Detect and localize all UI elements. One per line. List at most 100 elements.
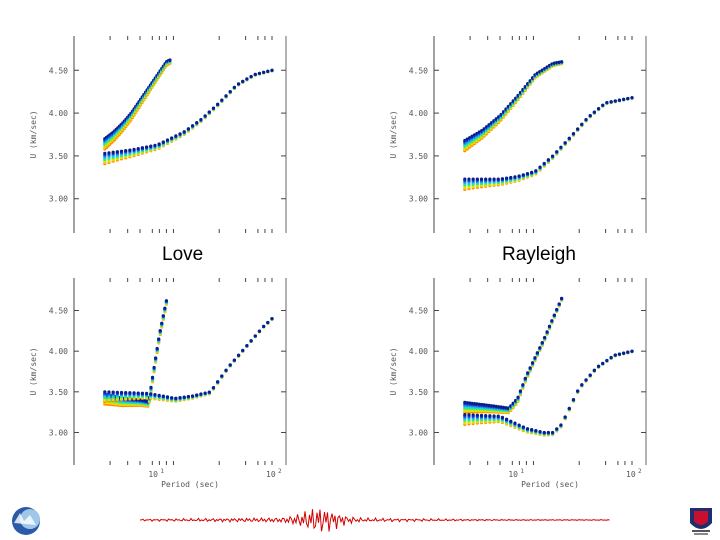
data-point <box>270 68 274 72</box>
y-tick-label: 3.50 <box>49 152 68 161</box>
data-point <box>484 125 489 129</box>
data-point <box>518 389 523 393</box>
data-point <box>467 177 471 181</box>
data-point <box>584 117 588 122</box>
plot-love-top: 4.50 4.00 3.50 3.00 U (km/sec) <box>30 36 287 233</box>
data-point <box>505 417 509 421</box>
data-point <box>155 346 159 351</box>
data-point <box>203 114 207 118</box>
data-point <box>482 127 486 131</box>
data-point <box>199 392 203 396</box>
data-point <box>546 158 550 162</box>
data-point <box>533 356 537 360</box>
plot-rayleigh-bottom: 4.504.003.503.00U (km/sec)Period (sec)10… <box>390 278 647 489</box>
data-point <box>528 366 532 370</box>
data-point <box>211 106 216 110</box>
data-point <box>500 415 505 419</box>
data-point <box>471 413 475 417</box>
data-point <box>228 89 232 94</box>
data-point <box>487 123 491 127</box>
data-point <box>530 428 534 432</box>
data-point <box>157 142 161 146</box>
data-point <box>480 129 484 133</box>
x-tick-label-mid: 10 <box>148 470 158 479</box>
data-point <box>468 401 472 405</box>
data-point <box>500 177 505 181</box>
data-point <box>484 413 488 418</box>
data-point <box>479 413 484 417</box>
data-point <box>249 74 253 79</box>
data-point <box>199 117 203 122</box>
y-tick-label: 3.00 <box>409 428 428 437</box>
data-point <box>132 391 136 395</box>
data-point <box>547 324 552 328</box>
data-point <box>475 413 479 417</box>
seismogram-line <box>140 509 610 532</box>
data-point <box>140 146 145 150</box>
data-point <box>149 385 153 389</box>
data-point <box>257 71 262 75</box>
data-point <box>557 302 561 306</box>
data-point <box>228 363 232 367</box>
data-point <box>622 97 626 101</box>
data-point <box>588 373 592 377</box>
data-point <box>161 314 165 318</box>
data-point <box>136 146 140 151</box>
data-point <box>492 177 496 181</box>
data-point <box>262 70 266 74</box>
data-point <box>530 76 535 80</box>
data-point <box>232 358 236 362</box>
data-point <box>477 402 481 406</box>
data-point <box>195 393 199 397</box>
data-point <box>559 145 563 149</box>
data-point <box>588 113 592 118</box>
data-point <box>245 77 249 81</box>
data-point <box>521 87 525 92</box>
data-point <box>266 320 270 325</box>
data-point <box>150 375 155 379</box>
data-point <box>174 396 178 400</box>
data-point <box>530 170 534 174</box>
data-point <box>545 65 549 69</box>
x-tick-label-end-exp: 2 <box>638 468 642 475</box>
data-point <box>497 405 501 409</box>
data-point <box>555 150 559 154</box>
data-point <box>521 425 525 429</box>
data-point <box>535 351 539 355</box>
data-point <box>580 383 584 387</box>
data-point <box>501 405 506 409</box>
x-axis-label: Period (sec) <box>521 480 579 489</box>
y-tick-label: 3.50 <box>49 388 68 397</box>
data-point <box>596 364 601 368</box>
data-point <box>497 115 501 119</box>
data-point <box>517 174 521 178</box>
data-point <box>488 177 492 181</box>
data-point <box>182 395 186 399</box>
data-point <box>154 356 158 360</box>
data-point <box>220 98 224 102</box>
data-point <box>111 390 115 394</box>
data-point <box>463 400 467 404</box>
y-tick-label: 4.00 <box>49 109 68 118</box>
y-axis-label: U (km/sec) <box>390 347 398 395</box>
data-point <box>207 110 211 114</box>
data-point <box>145 145 149 149</box>
data-point <box>216 102 220 106</box>
data-point <box>550 154 555 158</box>
data-point <box>186 127 190 131</box>
data-point <box>152 365 156 370</box>
y-tick-label: 3.00 <box>49 195 68 204</box>
data-point <box>145 391 149 395</box>
data-point <box>535 71 539 75</box>
data-point <box>489 404 494 408</box>
data-point <box>584 378 588 382</box>
data-point <box>534 169 538 173</box>
data-point <box>475 131 479 136</box>
data-point <box>526 371 530 375</box>
data-point <box>516 395 520 399</box>
data-point <box>165 395 170 399</box>
data-point <box>540 341 544 345</box>
data-point <box>626 96 630 101</box>
data-point <box>492 119 496 123</box>
x-axis-label: Period (sec) <box>161 480 219 489</box>
